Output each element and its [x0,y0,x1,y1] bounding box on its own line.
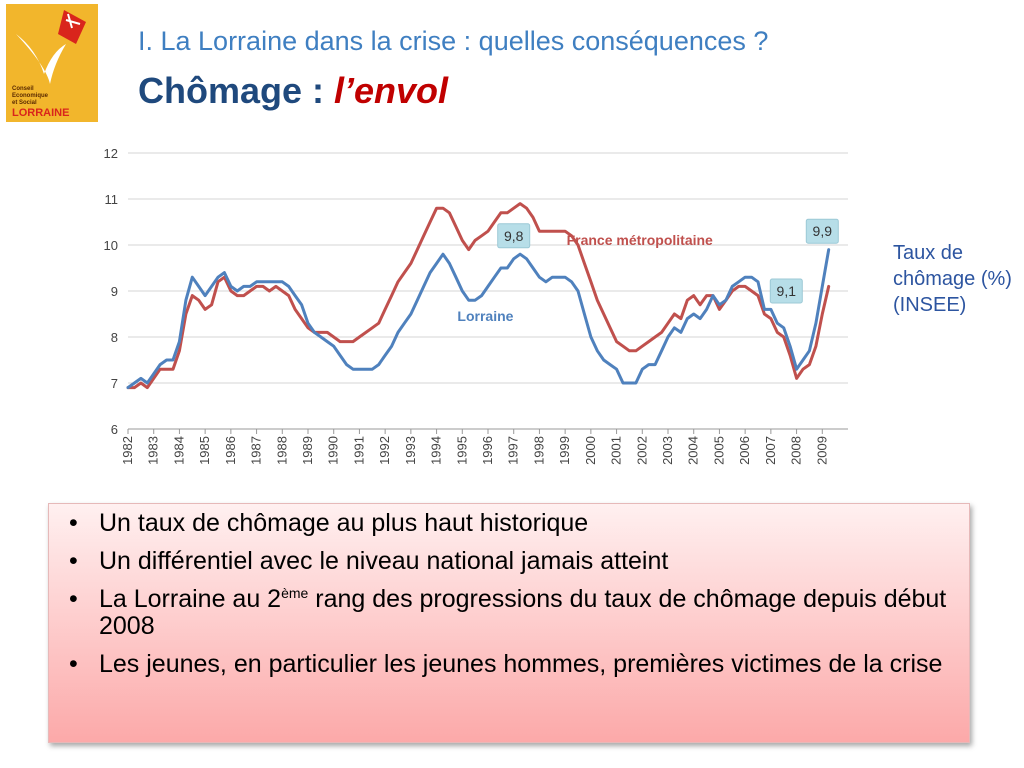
y-tick-label: 12 [104,146,118,161]
series-label: France métropolitaine [567,232,713,248]
x-tick-label: 2006 [737,436,752,465]
x-tick-label: 1988 [274,436,289,465]
key-points-list: Un taux de chômage au plus haut historiq… [59,510,953,679]
key-point-2: Un différentiel avec le niveau national … [59,548,953,576]
series-line-lorraine [126,248,831,390]
x-tick-label: 2001 [609,436,624,465]
logo-text-line-3: et Social [12,100,37,106]
x-tick-label: 1989 [300,436,315,465]
y-tick-label: 7 [111,376,118,391]
x-tick-label: 1993 [403,436,418,465]
value-callout-text: 9,1 [777,283,797,299]
logo-brand-text: LORRAINE [12,107,69,119]
slide-title-main: Chômage : [138,70,335,111]
key-point-4: Les jeunes, en particulier les jeunes ho… [59,651,953,679]
chart-source-note: Taux de chômage (%) (INSEE) [893,242,1012,316]
series-line-france [126,202,831,390]
cesr-lorraine-logo: Conseil Economique et Social LORRAINE [6,4,98,122]
value-callout-box [497,223,531,249]
x-tick-label: 2003 [660,436,675,465]
x-tick-label: 2000 [583,436,598,465]
x-tick-label: 1996 [480,436,495,465]
chart-axes: 6 7 8 9 10 11 12 1982 1983 1984 1985 1986 1987 1988 19… [104,146,848,465]
x-tick-label: 2007 [763,436,778,465]
unemployment-line-chart: 6 7 8 9 10 11 12 1982 1983 1984 1985 1986 1987 1988 19… [104,146,848,465]
series-label: Lorraine [457,308,513,324]
key-point-3-before: La Lorraine au 2 [99,585,282,613]
x-tick-label: 2005 [711,436,726,465]
key-points-box: Un taux de chômage au plus haut historiq… [48,503,970,743]
key-point-3-after: rang des progressions du taux de chômage… [99,585,947,640]
slide-title: Chômage : l’envol [138,70,448,112]
x-tick-label: 2002 [634,436,649,465]
value-callout: 9,9 [805,218,839,244]
x-tick-label: 2004 [686,436,701,465]
value-callout-box [769,278,803,304]
x-tick-label: 1998 [531,436,546,465]
value-callout-text: 9,9 [813,223,833,239]
key-point-3: La Lorraine au 2ème rang des progression… [59,586,953,640]
x-tick-label: 1992 [377,436,392,465]
value-callout-text: 9,8 [504,228,524,244]
x-tick-label: 1982 [120,436,135,465]
logo-text-line-1: Conseil [12,86,34,92]
value-callout-box [805,218,839,244]
x-tick-label: 1997 [506,436,521,465]
chart-annotations: France métropolitaine 9,9 Lorraine 9,8 9,1 [457,218,839,324]
y-tick-label: 10 [104,238,118,253]
x-tick-label: 1991 [351,436,366,465]
x-tick-label: 1999 [557,436,572,465]
x-tick-label: 2009 [814,436,829,465]
slide-subtitle: I. La Lorraine dans la crise : quelles c… [138,26,769,56]
value-callout: 9,1 [769,278,803,304]
key-point-1: Un taux de chômage au plus haut historiq… [59,510,953,538]
x-tick-label: 1986 [223,436,238,465]
y-tick-label: 8 [111,330,118,345]
logo-graphic: Conseil Economique et Social LORRAINE [6,4,98,122]
x-tick-label: 1994 [429,436,444,465]
x-tick-label: 1983 [146,436,161,465]
x-tick-label: 1985 [197,436,212,465]
slide-title-accent: l’envol [334,70,449,111]
x-tick-label: 2008 [789,436,804,465]
y-tick-label: 6 [111,422,118,437]
logo-text-line-2: Economique [12,93,49,99]
key-point-3-superscript: ème [281,585,309,601]
logo-bird-shape [16,34,66,84]
x-tick-label: 1995 [454,436,469,465]
x-tick-label: 1984 [171,436,186,465]
value-callout: 9,8 [497,223,531,249]
chart-series [126,202,831,390]
logo-cross-mark [65,13,81,29]
x-tick-label: 1990 [326,436,341,465]
y-tick-label: 9 [111,284,118,299]
y-tick-label: 11 [105,192,119,207]
x-tick-label: 1987 [249,436,264,465]
